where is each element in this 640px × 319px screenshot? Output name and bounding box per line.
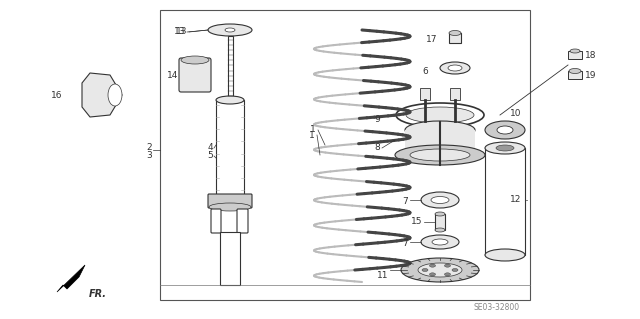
- Bar: [216, 100, 244, 195]
- Text: 8: 8: [374, 144, 380, 152]
- FancyBboxPatch shape: [211, 209, 221, 233]
- Ellipse shape: [485, 142, 525, 154]
- Ellipse shape: [108, 84, 122, 106]
- Ellipse shape: [396, 103, 484, 127]
- Ellipse shape: [401, 258, 479, 282]
- Bar: [449, 33, 461, 43]
- Ellipse shape: [418, 263, 462, 277]
- Ellipse shape: [406, 107, 474, 123]
- Text: 14: 14: [166, 70, 178, 79]
- Text: 13: 13: [173, 27, 185, 36]
- Ellipse shape: [208, 24, 252, 36]
- Text: 17: 17: [426, 35, 437, 44]
- Ellipse shape: [216, 96, 244, 104]
- Text: 10: 10: [510, 109, 522, 118]
- Ellipse shape: [445, 264, 451, 267]
- Text: 6: 6: [422, 66, 428, 76]
- Text: 12: 12: [510, 196, 522, 204]
- Ellipse shape: [432, 239, 448, 245]
- Ellipse shape: [485, 121, 525, 139]
- Text: 9: 9: [374, 115, 380, 124]
- FancyBboxPatch shape: [237, 209, 248, 233]
- Polygon shape: [57, 265, 85, 292]
- FancyBboxPatch shape: [179, 58, 211, 92]
- Ellipse shape: [429, 273, 435, 276]
- Ellipse shape: [452, 269, 458, 271]
- Bar: [227, 36, 232, 100]
- Text: 16: 16: [51, 91, 62, 100]
- Ellipse shape: [449, 31, 461, 35]
- Text: SE03-32800: SE03-32800: [474, 303, 520, 313]
- Ellipse shape: [435, 228, 445, 232]
- Ellipse shape: [422, 269, 428, 271]
- Text: 18: 18: [585, 50, 596, 60]
- Ellipse shape: [485, 249, 525, 261]
- Ellipse shape: [448, 65, 462, 71]
- Bar: [220, 232, 240, 285]
- Text: 3: 3: [147, 152, 152, 160]
- Ellipse shape: [209, 203, 251, 211]
- Text: 13: 13: [175, 27, 187, 36]
- Ellipse shape: [405, 121, 475, 139]
- Bar: [485, 148, 525, 255]
- Ellipse shape: [496, 145, 514, 151]
- Bar: [568, 71, 582, 79]
- Bar: [405, 130, 475, 155]
- Bar: [568, 51, 582, 59]
- Ellipse shape: [429, 264, 435, 267]
- Text: 5: 5: [207, 152, 213, 160]
- Text: 11: 11: [376, 271, 388, 279]
- Ellipse shape: [431, 197, 449, 204]
- Ellipse shape: [225, 28, 235, 32]
- Bar: [450, 88, 460, 100]
- Text: 19: 19: [585, 70, 596, 79]
- Text: 2: 2: [147, 144, 152, 152]
- Ellipse shape: [181, 56, 209, 64]
- Ellipse shape: [421, 235, 459, 249]
- Text: FR.: FR.: [89, 289, 107, 299]
- Ellipse shape: [570, 49, 580, 53]
- Bar: [435, 214, 445, 230]
- Bar: [160, 10, 530, 300]
- Text: 7: 7: [403, 197, 408, 206]
- Ellipse shape: [435, 212, 445, 216]
- Text: 1: 1: [309, 130, 315, 139]
- FancyBboxPatch shape: [208, 194, 252, 208]
- Bar: [420, 88, 430, 100]
- Ellipse shape: [497, 126, 513, 134]
- Text: 15: 15: [410, 218, 422, 226]
- Text: 7: 7: [403, 240, 408, 249]
- Polygon shape: [82, 73, 122, 117]
- Ellipse shape: [569, 69, 581, 73]
- Text: 1: 1: [310, 125, 316, 135]
- Ellipse shape: [395, 145, 485, 165]
- Ellipse shape: [410, 149, 470, 161]
- Ellipse shape: [421, 192, 459, 208]
- Text: 4: 4: [207, 144, 213, 152]
- Ellipse shape: [445, 273, 451, 276]
- Ellipse shape: [440, 62, 470, 74]
